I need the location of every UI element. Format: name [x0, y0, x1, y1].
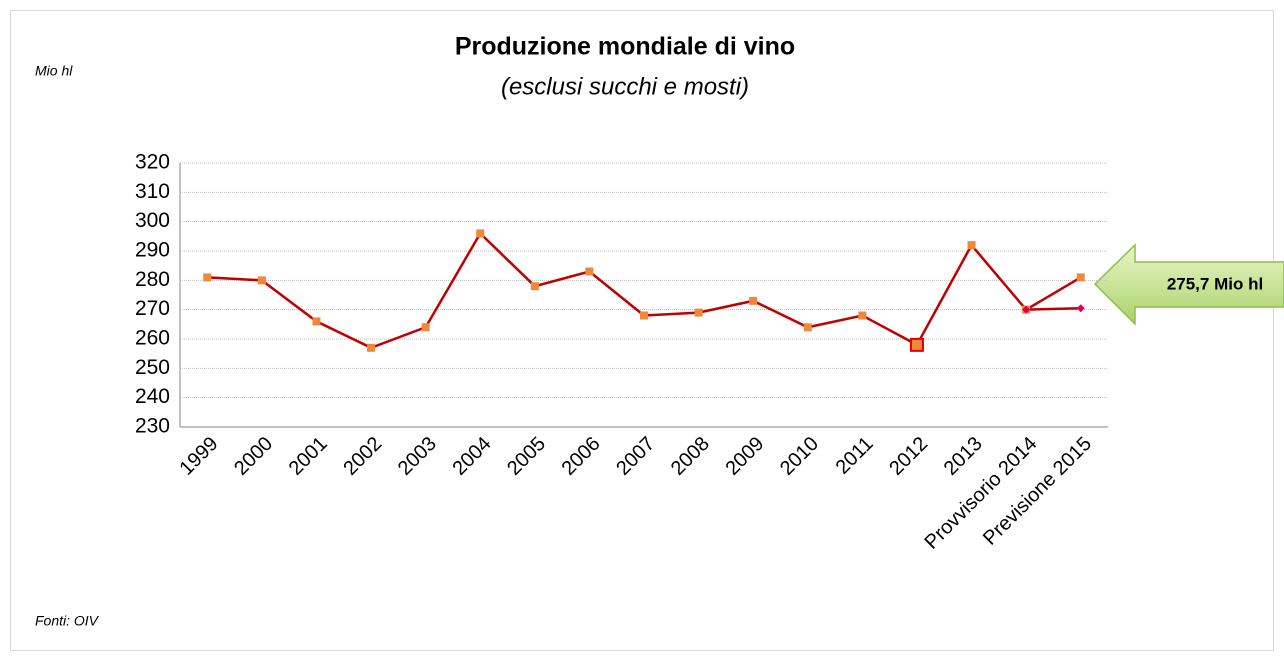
line: [1026, 306, 1081, 311]
y-tick-label: 320: [135, 151, 170, 174]
x-tick-label: 2008: [667, 433, 714, 480]
marker: [909, 337, 924, 352]
x-tick-label: 2012: [885, 433, 932, 480]
marker: [1076, 304, 1085, 313]
marker: [694, 308, 703, 317]
x-tick-label: 2001: [285, 433, 332, 480]
y-tick-label: 260: [135, 327, 170, 350]
y-tick-label: 230: [135, 415, 170, 438]
y-tick-label: 250: [135, 356, 170, 379]
chart-title: Produzione mondiale di vino: [455, 33, 795, 61]
y-axis-label: Mio hl: [35, 63, 73, 79]
marker: [803, 323, 812, 332]
x-tick-label: 2007: [612, 433, 659, 480]
marker: [585, 267, 594, 276]
marker: [1076, 273, 1085, 282]
marker: [257, 276, 266, 285]
y-tick-label: 290: [135, 239, 170, 262]
x-tick-label: 2003: [394, 433, 441, 480]
y-tick-label: 270: [135, 297, 170, 320]
marker: [476, 229, 485, 238]
marker: [421, 323, 430, 332]
marker: [312, 317, 321, 326]
x-tick-label: 2006: [558, 433, 605, 480]
source: Fonti: OIV: [35, 613, 100, 629]
annotation: 275,7 Mio hl: [1167, 274, 1263, 293]
x-tick-label: 2013: [940, 433, 987, 480]
y-tick-label: 240: [135, 385, 170, 408]
marker: [203, 273, 212, 282]
y-tick-label: 310: [135, 180, 170, 203]
x-tick-label: 2000: [230, 433, 277, 480]
marker: [1022, 305, 1031, 314]
y-tick-label: 280: [135, 268, 170, 291]
y-tick-label: 300: [135, 209, 170, 232]
marker: [858, 311, 867, 320]
x-tick-label: 2011: [832, 433, 878, 479]
frame: [10, 10, 1274, 651]
x-tick-label: 2010: [776, 433, 823, 480]
x-tick-label: 2005: [503, 433, 550, 480]
x-tick-label: 1999: [176, 433, 223, 480]
marker: [530, 282, 539, 291]
callout-arrow: [1093, 243, 1284, 326]
x-tick-label: 2004: [448, 433, 495, 480]
x-tick-label: 2002: [339, 433, 386, 480]
x-tick-label: 2009: [721, 433, 768, 480]
chart-subtitle: (esclusi succhi e mosti): [501, 73, 749, 100]
marker: [367, 343, 376, 352]
marker: [967, 241, 976, 250]
marker: [640, 311, 648, 320]
marker: [749, 296, 758, 305]
